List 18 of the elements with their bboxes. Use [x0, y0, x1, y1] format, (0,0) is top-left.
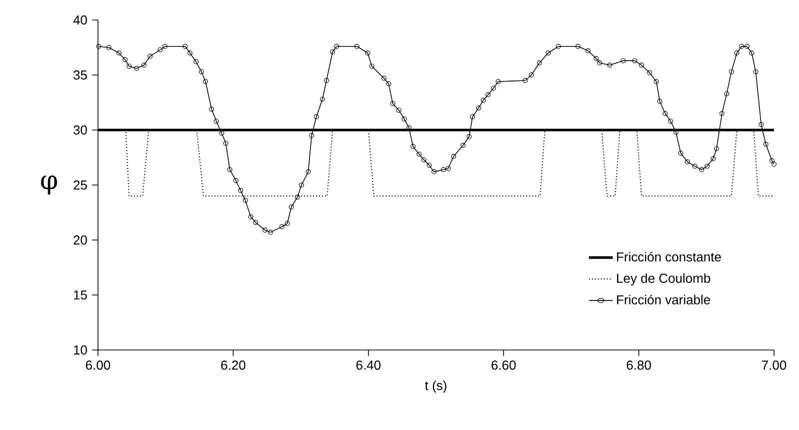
y-tick-label: 30	[74, 125, 87, 135]
x-tick-label: 6.00	[86, 360, 110, 370]
y-axis-title: φ	[41, 176, 57, 194]
y-tick-label: 10	[74, 345, 87, 355]
x-tick-label: 6.40	[356, 360, 381, 370]
legend-label: Ley de Coulomb	[617, 273, 710, 286]
x-tick-label: 6.60	[492, 360, 516, 370]
x-axis-title: t (s)	[425, 380, 446, 393]
y-tick-label: 35	[74, 70, 87, 80]
y-tick-label: 20	[74, 235, 87, 245]
x-tick-label: 6.20	[221, 360, 246, 370]
legend-label: Fricción constante	[617, 252, 721, 262]
x-tick-label: 6.80	[626, 360, 651, 370]
legend-label: Fricción variable	[617, 294, 710, 304]
x-tick-label: 7.00	[762, 360, 786, 370]
y-tick-label: 25	[74, 180, 87, 190]
y-tick-label: 40	[73, 15, 87, 25]
y-tick-label: 15	[74, 290, 87, 300]
